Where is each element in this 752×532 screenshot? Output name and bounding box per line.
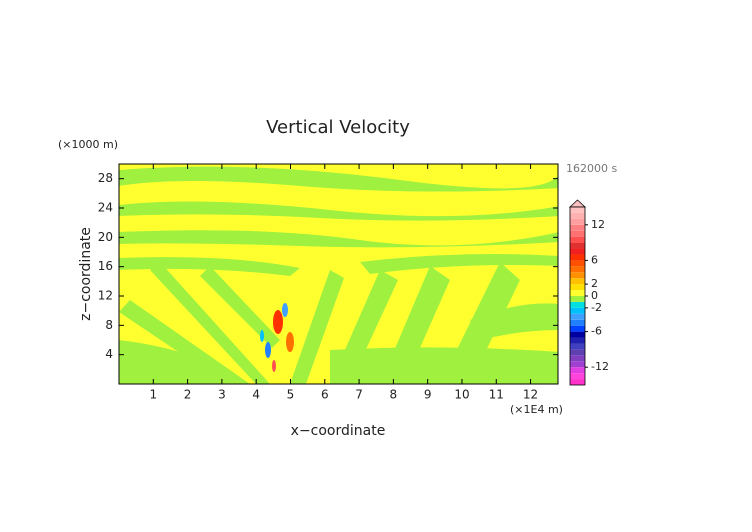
x-tick-label: 5 bbox=[287, 388, 295, 402]
colorbar-band bbox=[570, 284, 585, 291]
x-tick-label: 4 bbox=[252, 388, 260, 402]
y-tick-label: 4 bbox=[105, 347, 113, 361]
x-tick-label: 6 bbox=[321, 388, 329, 402]
colorbar-band bbox=[570, 331, 585, 338]
y-tick-label: 12 bbox=[98, 289, 113, 303]
y-tick-label: 8 bbox=[105, 318, 113, 332]
colorbar-band bbox=[570, 242, 585, 249]
colorbar-band bbox=[570, 367, 585, 374]
y-tick-label: 28 bbox=[98, 171, 113, 185]
colorbar-band bbox=[570, 278, 585, 285]
colorbar-band bbox=[570, 224, 585, 231]
colorbar-band bbox=[570, 379, 585, 385]
time-label: 162000 s bbox=[566, 162, 617, 175]
colorbar-label: -12 bbox=[591, 360, 609, 373]
colorbar-band bbox=[570, 307, 585, 314]
colorbar-band bbox=[570, 236, 585, 243]
x-tick-label: 3 bbox=[218, 388, 226, 402]
colorbar-band bbox=[570, 373, 585, 380]
colorbar-label: 6 bbox=[591, 253, 598, 266]
field bbox=[119, 164, 558, 384]
colorbar-extend bbox=[568, 199, 587, 208]
x-tick-label: 12 bbox=[523, 388, 538, 402]
colorbar-band bbox=[570, 325, 585, 332]
colorbar-label: 0 bbox=[591, 289, 598, 302]
colorbar-band bbox=[570, 248, 585, 255]
colorbar-label: -2 bbox=[591, 301, 602, 314]
x-tick-label: 8 bbox=[390, 388, 398, 402]
colorbar-band bbox=[570, 349, 585, 356]
colorbar-band bbox=[570, 355, 585, 362]
y-tick-label: 20 bbox=[98, 230, 113, 244]
colorbar-label: -6 bbox=[591, 325, 602, 338]
x-tick-label: 9 bbox=[424, 388, 432, 402]
colorbar-band bbox=[570, 254, 585, 261]
colorbar-band bbox=[570, 212, 585, 219]
colorbar-band bbox=[570, 290, 585, 296]
colorbar-band bbox=[570, 260, 585, 267]
colorbar-band bbox=[570, 343, 585, 350]
y-tick-label: 16 bbox=[98, 259, 113, 273]
colorbar-band bbox=[570, 301, 585, 308]
colorbar-band bbox=[570, 230, 585, 237]
colorbar-band bbox=[570, 266, 585, 273]
x-tick-label: 2 bbox=[184, 388, 192, 402]
colorbar-band bbox=[570, 218, 585, 225]
colorbar-band bbox=[570, 319, 585, 326]
colorbar-band bbox=[570, 272, 585, 279]
x-tick-label: 1 bbox=[149, 388, 157, 402]
colorbar-band bbox=[570, 296, 585, 302]
chart-title: Vertical Velocity bbox=[266, 117, 410, 138]
y-axis-label: z−coordinate bbox=[78, 227, 94, 321]
x-unit: (×1E4 m) bbox=[510, 403, 563, 416]
colorbar-label: 2 bbox=[591, 277, 598, 290]
y-tick-label: 24 bbox=[98, 201, 113, 215]
colorbar-band bbox=[570, 337, 585, 344]
y-unit: (×1000 m) bbox=[58, 138, 118, 151]
colorbar-label: 12 bbox=[591, 218, 605, 231]
colorbar-band bbox=[570, 207, 585, 213]
x-axis-label: x−coordinate bbox=[291, 423, 386, 439]
x-tick-label: 11 bbox=[489, 388, 504, 402]
x-tick-label: 7 bbox=[355, 388, 363, 402]
plot-frame bbox=[118, 163, 559, 385]
colorbar-band bbox=[570, 361, 585, 368]
x-tick-label: 10 bbox=[454, 388, 469, 402]
colorbar-band bbox=[570, 313, 585, 320]
